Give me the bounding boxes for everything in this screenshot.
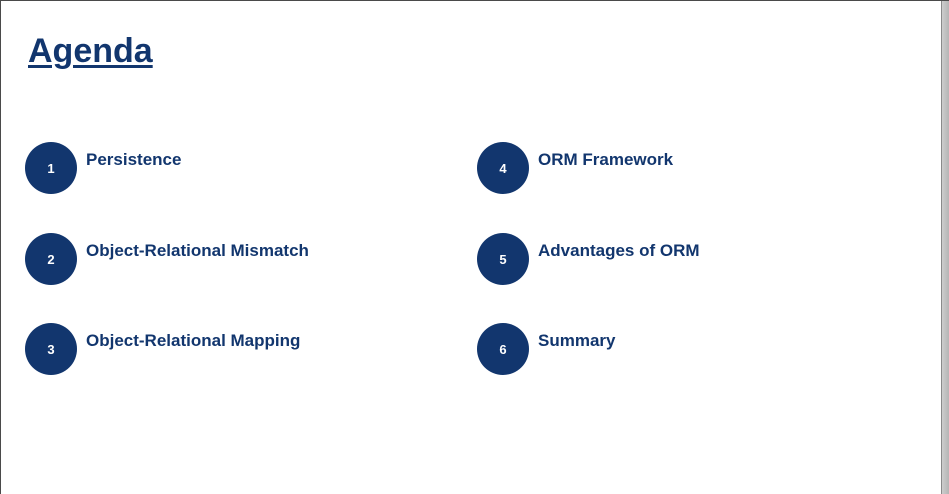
number-badge: 6 — [477, 323, 529, 375]
agenda-item: 3 Object-Relational Mapping — [25, 323, 405, 377]
agenda-item-label: Summary — [538, 331, 616, 350]
window-edge-shadow — [941, 1, 949, 494]
agenda-item: 4 ORM Framework — [477, 142, 857, 196]
slide-title: Agenda — [28, 32, 153, 70]
agenda-item: 5 Advantages of ORM — [477, 233, 857, 287]
number-badge: 4 — [477, 142, 529, 194]
agenda-item: 6 Summary — [477, 323, 857, 377]
agenda-item: 2 Object-Relational Mismatch — [25, 233, 405, 287]
agenda-item-label: Advantages of ORM — [538, 241, 700, 260]
number-badge: 2 — [25, 233, 77, 285]
agenda-item: 1 Persistence — [25, 142, 405, 196]
agenda-item-label: ORM Framework — [538, 150, 674, 169]
number-badge: 5 — [477, 233, 529, 285]
number-badge: 3 — [25, 323, 77, 375]
agenda-item-label: Persistence — [86, 150, 182, 169]
agenda-item-label: Object-Relational Mismatch — [86, 241, 309, 260]
agenda-item-label: Object-Relational Mapping — [86, 331, 301, 350]
number-badge: 1 — [25, 142, 77, 194]
